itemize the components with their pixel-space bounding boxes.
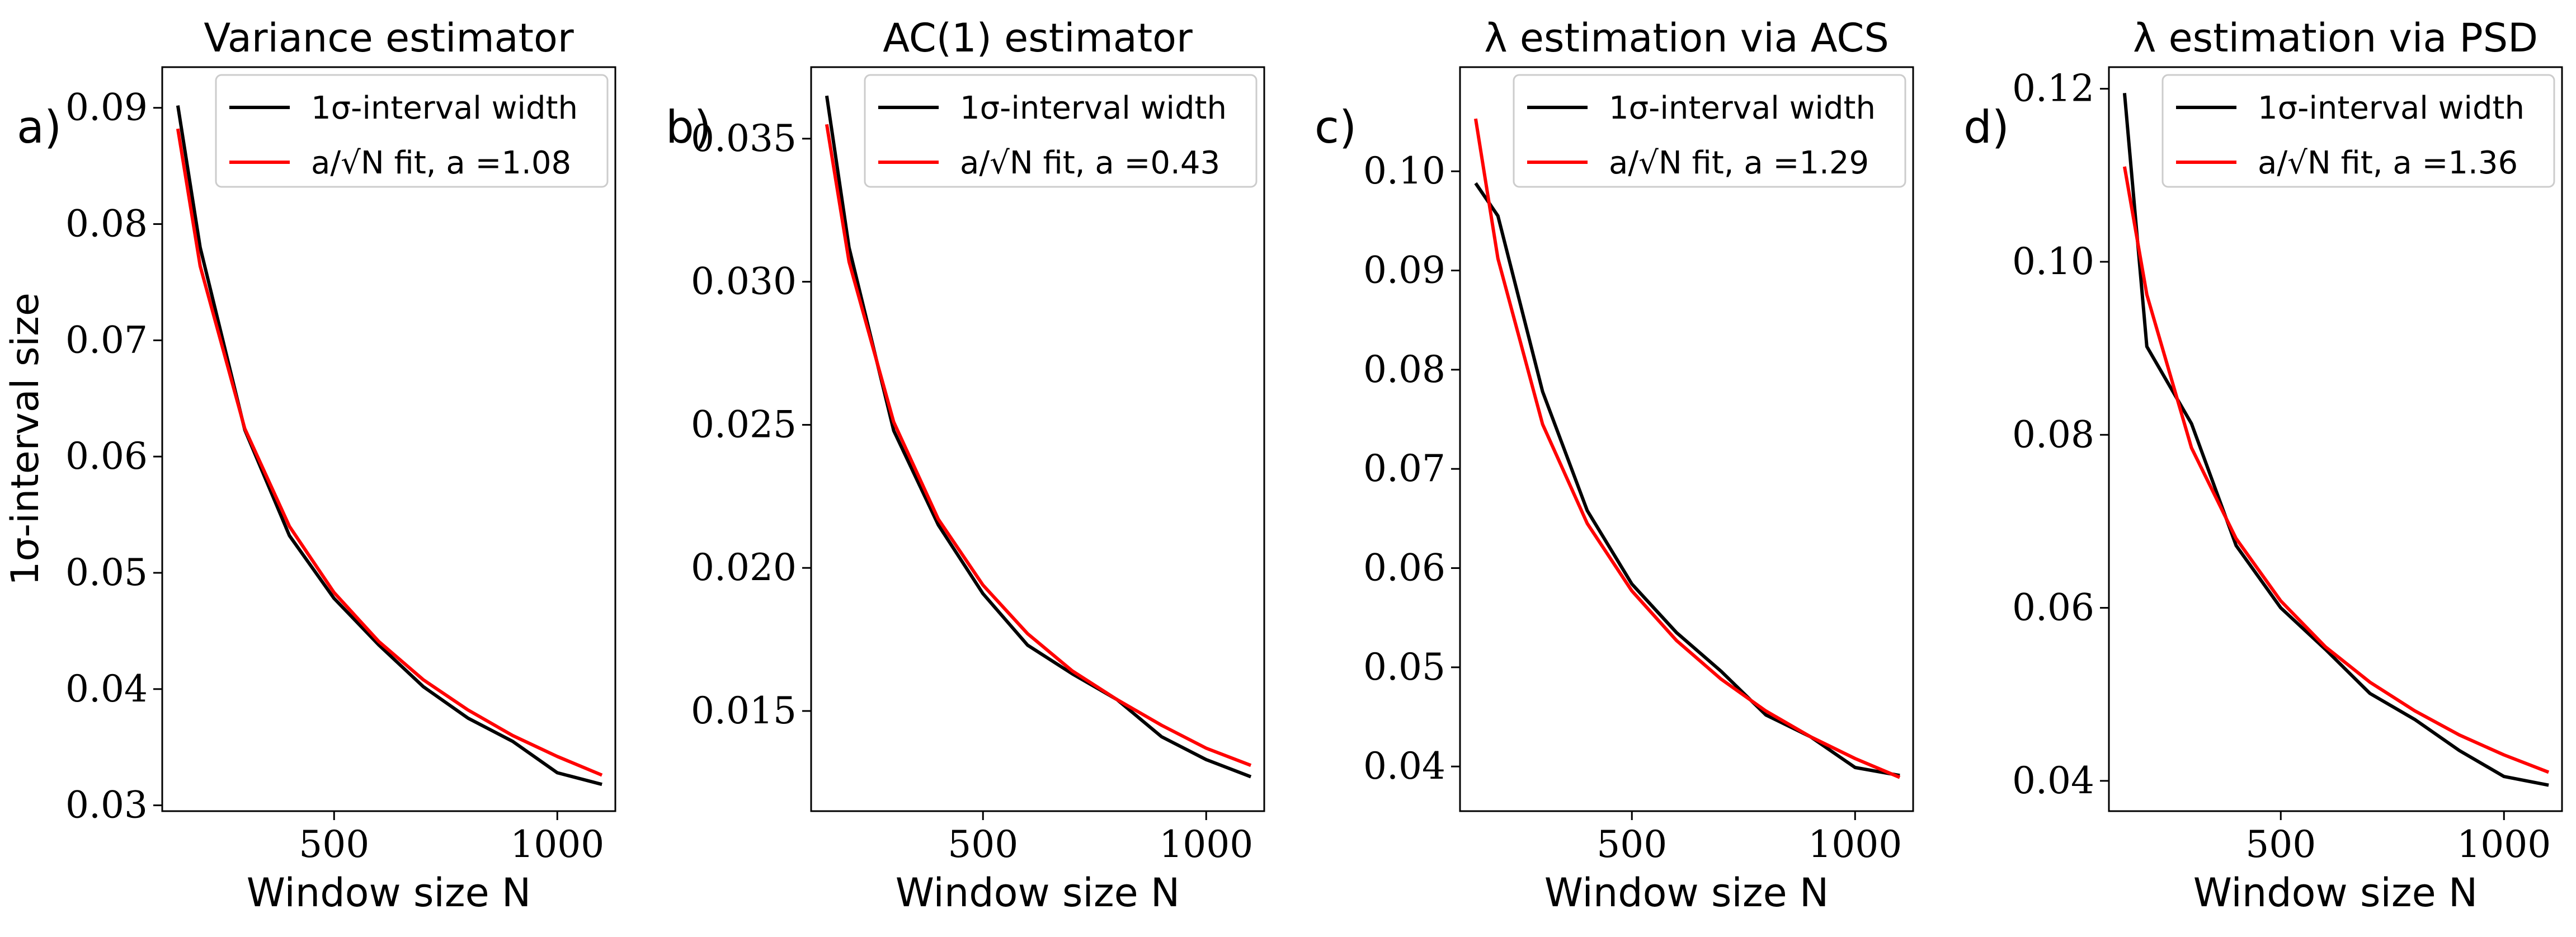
legend-box bbox=[2161, 74, 2555, 188]
y-tick-label: 0.12 bbox=[2012, 67, 2094, 110]
x-tick-label: 500 bbox=[2245, 823, 2316, 866]
y-tick-label: 0.09 bbox=[65, 86, 148, 129]
legend-label: 1σ-interval width bbox=[960, 90, 1227, 126]
x-tick-label: 500 bbox=[299, 823, 369, 866]
chart-panel-4: d) λ estimation via PSD 500 1000 0.04 0.06 0.0… bbox=[1963, 15, 2563, 916]
x-tick-label: 500 bbox=[1597, 823, 1667, 866]
axes-frame bbox=[161, 66, 616, 812]
y-tick-label: 0.04 bbox=[65, 667, 148, 710]
panel-letter: d) bbox=[1963, 101, 2009, 153]
legend-label: a/√N fit, a =1.08 bbox=[311, 145, 571, 181]
chart-title: λ estimation via PSD bbox=[2133, 15, 2538, 61]
x-axis-label: Window size N bbox=[1544, 870, 1829, 916]
y-tick-label: 0.020 bbox=[691, 546, 797, 589]
x-tick-label: 1000 bbox=[510, 823, 604, 866]
x-axis-label: Window size N bbox=[247, 870, 531, 916]
fit-series-line bbox=[2122, 166, 2550, 774]
y-tick-label: 0.06 bbox=[65, 435, 148, 478]
legend-label: 1σ-interval width bbox=[311, 90, 578, 126]
y-tick-label: 0.015 bbox=[691, 689, 797, 732]
legend: 1σ-interval width a/√N fit, a =1.36 bbox=[2161, 74, 2555, 188]
legend: 1σ-interval width a/√N fit, a =0.43 bbox=[864, 74, 1258, 188]
legend: 1σ-interval width a/√N fit, a =1.08 bbox=[215, 74, 609, 188]
panel-letter: b) bbox=[666, 101, 712, 153]
x-tick-label: 1000 bbox=[1159, 823, 1253, 866]
axes-frame bbox=[2108, 66, 2563, 812]
chart-title: Variance estimator bbox=[204, 15, 573, 61]
x-tick-label: 500 bbox=[948, 823, 1018, 866]
legend-label: 1σ-interval width bbox=[1609, 90, 1876, 126]
panel-letter: c) bbox=[1315, 101, 1357, 153]
y-tick-label: 0.04 bbox=[1363, 745, 1445, 788]
fit-series-line bbox=[176, 128, 603, 777]
legend: 1σ-interval width a/√N fit, a =1.29 bbox=[1513, 74, 1906, 188]
y-tick-label: 0.08 bbox=[2012, 413, 2094, 456]
x-tick-label: 1000 bbox=[2457, 823, 2551, 866]
y-tick-label: 0.10 bbox=[1363, 149, 1445, 192]
y-tick-label: 0.04 bbox=[2012, 759, 2094, 802]
chart-panel-3: c) λ estimation via ACS 500 1000 0.04 0.05 0.0… bbox=[1315, 15, 1914, 916]
chart-panel-2: b) AC(1) estimator 500 1000 0.015 0.020 0.025 0… bbox=[666, 15, 1265, 916]
x-tick-label: 1000 bbox=[1808, 823, 1902, 866]
chart-panel-1: a) Variance estimator 500 1000 0.03 0.04 0.05 0… bbox=[17, 15, 616, 916]
x-axis-label: Window size N bbox=[2193, 870, 2478, 916]
y-tick-label: 0.035 bbox=[691, 117, 797, 160]
fit-series-line bbox=[825, 124, 1252, 767]
chart-title: AC(1) estimator bbox=[883, 15, 1193, 61]
y-tick-label: 0.03 bbox=[65, 784, 148, 827]
legend-label: 1σ-interval width bbox=[2258, 90, 2525, 126]
y-tick-label: 0.08 bbox=[1363, 348, 1445, 391]
shared-y-axis-label: 1σ-interval size bbox=[3, 293, 48, 586]
axes-frame bbox=[1459, 66, 1914, 812]
chart-title: λ estimation via ACS bbox=[1484, 15, 1889, 61]
y-tick-label: 0.07 bbox=[1363, 447, 1445, 490]
y-tick-label: 0.06 bbox=[1363, 547, 1445, 590]
legend-label: a/√N fit, a =1.29 bbox=[1609, 145, 1869, 181]
y-tick-label: 0.09 bbox=[1363, 249, 1445, 292]
fit-series-line bbox=[1473, 118, 1901, 779]
width-series-line bbox=[1474, 182, 1900, 778]
panel-letter: a) bbox=[17, 101, 62, 153]
y-tick-label: 0.10 bbox=[2012, 240, 2094, 283]
legend-label: a/√N fit, a =1.36 bbox=[2258, 145, 2518, 181]
axes-frame bbox=[810, 66, 1265, 812]
legend-box bbox=[215, 74, 609, 188]
legend-label: a/√N fit, a =0.43 bbox=[960, 145, 1220, 181]
legend-box bbox=[864, 74, 1258, 188]
y-tick-label: 0.030 bbox=[691, 260, 797, 303]
y-tick-label: 0.05 bbox=[1363, 646, 1445, 689]
x-axis-label: Window size N bbox=[896, 870, 1180, 916]
y-tick-label: 0.08 bbox=[65, 203, 148, 246]
y-tick-label: 0.05 bbox=[65, 551, 148, 594]
y-tick-label: 0.06 bbox=[2012, 586, 2094, 629]
legend-box bbox=[1513, 74, 1906, 188]
y-tick-label: 0.025 bbox=[691, 403, 797, 446]
y-tick-label: 0.07 bbox=[65, 318, 148, 361]
